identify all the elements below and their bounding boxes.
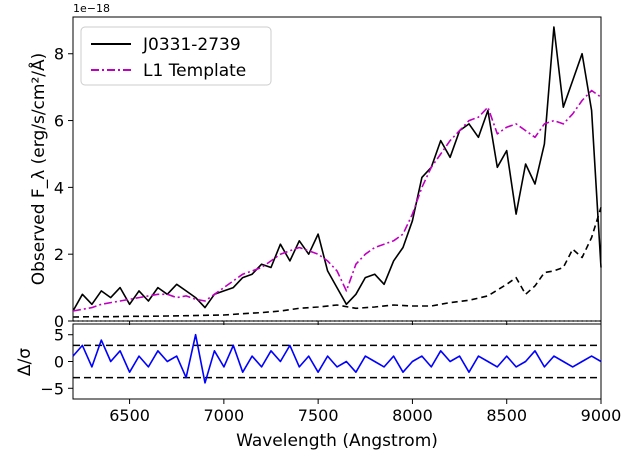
x-tick-label: 8000 [392, 406, 433, 425]
series-line-1 [72, 89, 602, 312]
bottom-panel-series [72, 333, 602, 384]
bottom-y-axis-label: Δ/σ [15, 348, 35, 376]
top-y-tick-label: 4 [54, 178, 64, 197]
y-offset-text: 1e−18 [73, 2, 110, 15]
top-y-tick-label: 2 [54, 245, 64, 264]
x-tick-label: 9000 [581, 406, 622, 425]
series-line-2 [72, 207, 602, 318]
bottom-y-tick-label: 0 [54, 353, 64, 372]
top-y-tick-label: 6 [54, 112, 64, 131]
x-tick-label: 8500 [486, 406, 527, 425]
x-axis-label: Wavelength (Angstrom) [236, 431, 438, 451]
bottom-panel-ticks: −5 0 5 6500 7000 7500 8000 8500 9000 [40, 326, 621, 425]
top-panel-frame [72, 16, 602, 322]
bottom-y-tick-label: −5 [40, 379, 64, 398]
legend-label-template: L1 Template [143, 61, 246, 81]
legend: J0331-2739 L1 Template [80, 26, 272, 86]
top-y-axis-label: Observed F_λ (erg/s/cm²/Å) [27, 53, 49, 286]
top-panel-series [72, 26, 602, 322]
bottom-y-tick-label: 5 [54, 326, 64, 345]
top-y-tick-label: 0 [54, 312, 64, 331]
top-y-tick-label: 8 [54, 45, 64, 64]
residual-line-0 [72, 333, 602, 384]
series-line-0 [72, 26, 602, 312]
top-panel-ticks: 0 2 4 6 8 [54, 45, 602, 331]
x-tick-label: 7500 [298, 406, 339, 425]
x-tick-label: 7000 [203, 406, 244, 425]
x-tick-label: 6500 [109, 406, 150, 425]
legend-label-observed: J0331-2739 [142, 35, 241, 55]
